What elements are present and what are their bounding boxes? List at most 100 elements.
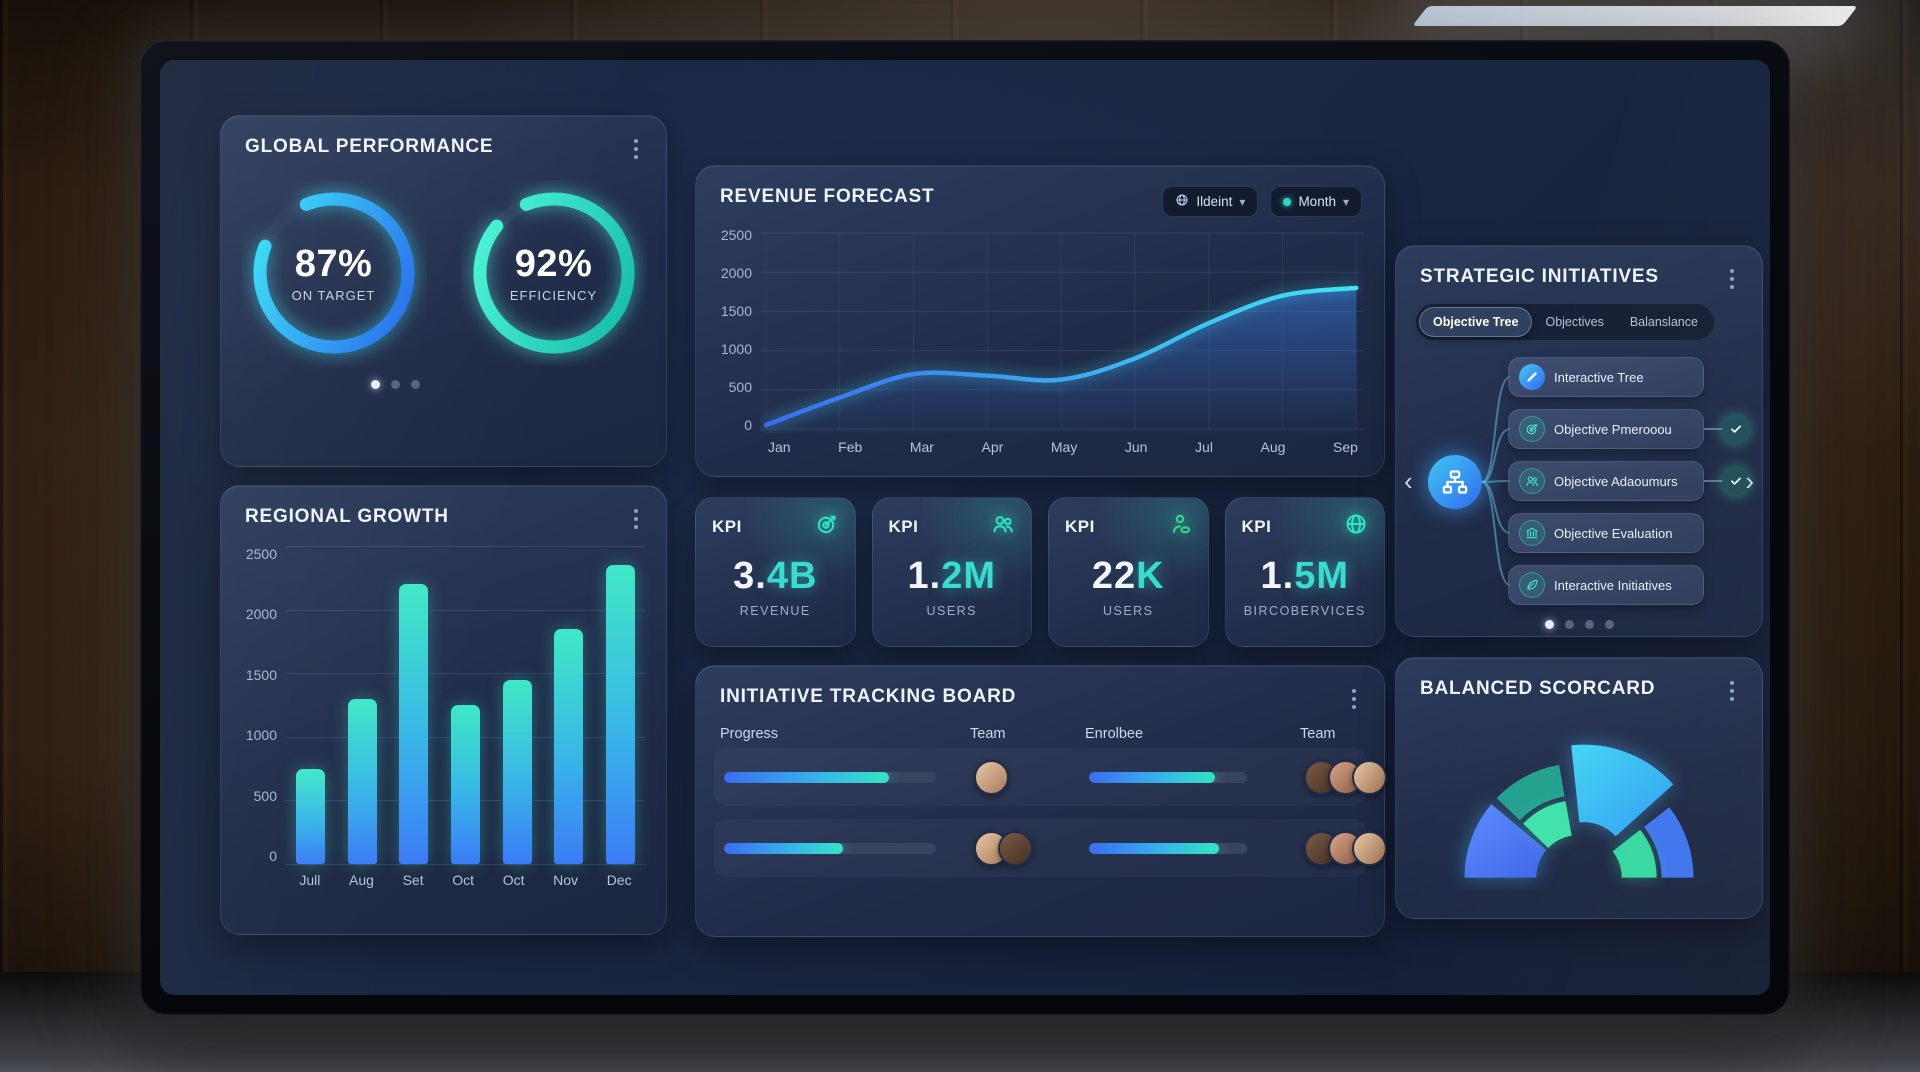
dot[interactable] xyxy=(1544,620,1554,629)
kebab-menu-icon[interactable] xyxy=(628,506,644,532)
connector-line xyxy=(1704,428,1722,430)
gauge-segment xyxy=(1464,804,1547,878)
kebab-menu-icon[interactable] xyxy=(1724,678,1740,704)
tree-node-objective-evaluation[interactable]: Objective Evaluation xyxy=(1508,513,1704,553)
filter-dropdown-month[interactable]: Month ▾ xyxy=(1270,186,1362,217)
dot[interactable] xyxy=(371,380,380,389)
team-cell xyxy=(974,830,1089,866)
tree-node-label: Interactive Tree xyxy=(1554,369,1644,385)
kpi-value-accent: 4B xyxy=(766,555,818,597)
users-icon xyxy=(1519,468,1545,494)
bar-dec xyxy=(605,565,635,864)
target-icon xyxy=(1519,416,1545,442)
chart-filters: Ildeint ▾ Month ▾ xyxy=(1162,186,1362,217)
enrollee-cell xyxy=(1089,842,1304,854)
regional-growth-title: REGIONAL GROWTH xyxy=(245,506,449,527)
tree-next-button[interactable]: › xyxy=(1745,466,1754,496)
progress-fill xyxy=(724,842,843,854)
global-performance-card: GLOBAL PERFORMANCE 87% ON TARGET 92% EFFIC… xyxy=(220,115,667,467)
filter-dropdown-ildeint[interactable]: Ildeint ▾ xyxy=(1162,186,1259,217)
progress-bar xyxy=(1089,842,1247,854)
tree-node-objective-pmerooou[interactable]: Objective Pmerooou xyxy=(1508,409,1704,449)
user-badge-icon xyxy=(1168,512,1192,541)
x-tick: May xyxy=(1050,439,1078,455)
dot[interactable] xyxy=(1584,620,1594,629)
kpi-caption: BIRCOBERVICES xyxy=(1243,604,1366,618)
bar-chart-plot xyxy=(285,546,646,865)
connector-line xyxy=(1704,480,1722,482)
bank-icon xyxy=(1519,520,1545,546)
kpi-value: 1.5M xyxy=(1242,555,1369,598)
kpi-value-main: 1. xyxy=(907,555,942,597)
kpi-value-main: 3. xyxy=(733,555,767,597)
bar-jull xyxy=(296,768,326,864)
filter-label: Month xyxy=(1298,194,1336,209)
tree-nodes: Interactive Tree Objective Pmerooou Object… xyxy=(1508,357,1749,617)
globe-icon xyxy=(1175,193,1189,210)
y-tick: 0 xyxy=(269,847,277,864)
x-tick: Aug xyxy=(349,872,374,888)
kebab-menu-icon[interactable] xyxy=(1346,686,1362,712)
kpi-caption: USERS xyxy=(926,604,978,618)
kpi-heading: KPI xyxy=(888,516,919,536)
column-header-team: Team xyxy=(970,726,1006,742)
kebab-menu-icon[interactable] xyxy=(628,136,644,162)
tree-node-interactive-tree[interactable]: Interactive Tree xyxy=(1508,357,1704,397)
gauge-segment xyxy=(1571,744,1674,837)
bars xyxy=(285,546,646,864)
kpi-value: 22K xyxy=(1065,555,1192,598)
column-header-enrolbee: Enrolbee xyxy=(1085,726,1144,742)
tab-objectives[interactable]: Objectives xyxy=(1545,315,1604,329)
dot[interactable] xyxy=(391,380,400,389)
tree-prev-button[interactable]: ‹ xyxy=(1404,466,1413,496)
bar-oct xyxy=(502,679,532,864)
dot[interactable] xyxy=(1604,620,1614,629)
dot[interactable] xyxy=(1564,620,1574,629)
gauge-segment-inner xyxy=(1612,829,1657,878)
donut-label: 87% ON TARGET xyxy=(241,180,427,366)
dashboard-screen: GLOBAL PERFORMANCE 87% ON TARGET 92% EFFIC… xyxy=(140,40,1790,1015)
carousel-dots xyxy=(1396,620,1762,629)
tree-node-row: Interactive Initiatives xyxy=(1508,565,1749,605)
gridline xyxy=(285,673,646,675)
progress-bar xyxy=(724,771,936,783)
tree-node-label: Objective Evaluation xyxy=(1554,525,1673,541)
chevron-down-icon: ▾ xyxy=(1239,194,1246,209)
revenue-forecast-title: REVENUE FORECAST xyxy=(720,186,935,207)
tab-objective-tree[interactable]: Objective Tree xyxy=(1419,307,1533,337)
tracking-board-rows xyxy=(696,748,1387,877)
x-tick: Mar xyxy=(909,439,934,455)
users-icon xyxy=(991,512,1015,541)
kebab-menu-icon[interactable] xyxy=(1724,266,1740,292)
dot[interactable] xyxy=(411,380,420,389)
tree-connectors xyxy=(1481,376,1511,586)
x-tick: Apr xyxy=(981,439,1004,455)
tree-node-interactive-initiatives[interactable]: Interactive Initiatives xyxy=(1508,565,1704,605)
x-tick: Jul xyxy=(1195,439,1213,455)
ceiling-light xyxy=(1412,6,1858,26)
progress-fill xyxy=(1089,771,1216,783)
gridline xyxy=(285,609,646,611)
tab-balanslance[interactable]: Balanslance xyxy=(1629,315,1698,329)
tree-node-row: Objective Pmerooou xyxy=(1508,409,1749,449)
filter-label: Ildeint xyxy=(1196,194,1233,209)
donut-value: 87% xyxy=(294,243,373,285)
team-cell xyxy=(1304,830,1387,866)
globe-icon xyxy=(1344,512,1368,541)
tree-node-objective-adaoumurs[interactable]: Objective Adaoumurs xyxy=(1508,461,1704,501)
team-cell xyxy=(974,759,1089,795)
hierarchy-hub-icon[interactable] xyxy=(1428,455,1482,509)
kpi-value: 1.2M xyxy=(889,555,1016,598)
y-tick: 0 xyxy=(744,417,752,433)
y-tick: 1500 xyxy=(245,666,277,683)
kpi-value: 3.4B xyxy=(712,555,839,598)
x-tick: Feb xyxy=(838,439,863,455)
tree-node-label: Interactive Initiatives xyxy=(1554,577,1672,593)
check-icon xyxy=(1722,467,1749,495)
y-tick: 2500 xyxy=(720,227,752,243)
gridline xyxy=(285,546,646,547)
dashboard: GLOBAL PERFORMANCE 87% ON TARGET 92% EFFIC… xyxy=(160,60,1770,995)
progress-cell xyxy=(724,842,974,854)
tree-node-row: Objective Evaluation xyxy=(1508,513,1749,553)
